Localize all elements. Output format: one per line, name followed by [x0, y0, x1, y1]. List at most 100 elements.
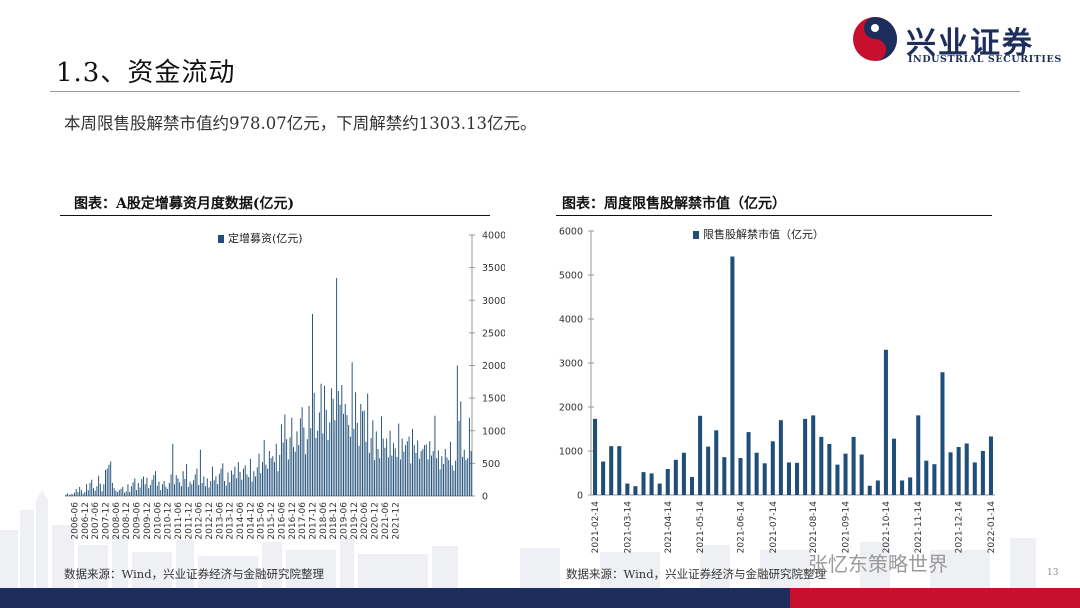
- bar: [241, 479, 243, 496]
- bar: [92, 488, 94, 496]
- x-tick-label: 2021-02-14: [591, 501, 601, 554]
- watermark-text: 张忆东策略世界: [808, 552, 948, 576]
- bar: [451, 465, 453, 496]
- bar: [286, 439, 288, 496]
- bar: [134, 478, 136, 496]
- bar: [453, 470, 455, 496]
- bar: [103, 484, 105, 496]
- bar: [803, 418, 808, 495]
- x-tick-label: 2006-12: [81, 502, 91, 540]
- x-tick-label: 2009-06: [133, 502, 143, 540]
- bar: [412, 428, 413, 496]
- y-tick-label: 1000: [559, 447, 583, 458]
- bar: [439, 469, 441, 496]
- bar: [972, 462, 977, 495]
- bar: [293, 447, 294, 496]
- bar: [211, 466, 213, 496]
- bar: [601, 461, 606, 495]
- bar: [230, 470, 232, 496]
- bar: [224, 480, 225, 496]
- bar: [160, 490, 162, 496]
- bar: [417, 440, 419, 496]
- x-tick-label: 2006-06: [70, 502, 80, 540]
- legend-swatch: [693, 231, 699, 239]
- x-tick-label: 2013-06: [215, 502, 225, 540]
- left-chart-source: 数据来源：Wind，兴业证券经济与金融研究院整理: [64, 567, 325, 581]
- x-tick-label: 2009-12: [143, 502, 153, 540]
- bar: [746, 432, 751, 495]
- bar: [449, 441, 451, 496]
- x-tick-label: 2015-06: [257, 502, 267, 540]
- bar: [248, 477, 250, 496]
- bar: [243, 468, 244, 496]
- bar: [424, 445, 426, 496]
- bar: [762, 463, 767, 495]
- bar: [227, 472, 229, 496]
- bar: [401, 438, 403, 496]
- bar: [722, 457, 727, 495]
- bar: [398, 423, 400, 496]
- bar: [396, 456, 398, 496]
- bar: [236, 478, 238, 496]
- bar: [368, 452, 370, 496]
- x-tick-label: 2019-12: [350, 502, 360, 540]
- bar: [186, 464, 188, 496]
- bar: [625, 483, 630, 495]
- bar: [136, 490, 138, 496]
- bar: [380, 416, 382, 496]
- bar: [362, 411, 363, 496]
- bar: [244, 465, 246, 496]
- bar: [379, 458, 381, 496]
- bar: [394, 448, 396, 496]
- bar: [360, 403, 362, 496]
- bar: [124, 492, 125, 496]
- bar: [318, 412, 320, 496]
- bar: [327, 439, 329, 496]
- bar: [633, 486, 638, 495]
- bar: [149, 484, 151, 496]
- bar: [460, 401, 462, 496]
- bar: [386, 438, 388, 496]
- x-tick-label: 2021-05-14: [696, 501, 706, 554]
- title-divider: [50, 91, 1020, 92]
- bar: [199, 449, 201, 496]
- bar: [274, 462, 276, 496]
- x-tick-label: 2018-06: [319, 502, 329, 540]
- footer-accent-bar: [790, 588, 1080, 608]
- legend-swatch: [218, 235, 224, 243]
- bar: [130, 486, 132, 496]
- x-tick-label: 2012-12: [205, 502, 215, 540]
- bar: [75, 488, 77, 496]
- bar: [287, 459, 289, 496]
- y-tick-label: 1500: [482, 394, 505, 405]
- bar: [108, 464, 110, 496]
- x-tick-label: 2021-10-14: [882, 501, 892, 554]
- bar: [277, 471, 279, 496]
- x-tick-label: 2020-12: [371, 502, 381, 540]
- bar: [859, 454, 864, 495]
- bar: [298, 445, 300, 496]
- bar: [98, 475, 100, 496]
- bar: [940, 372, 945, 495]
- x-tick-label: 2014-12: [246, 502, 256, 540]
- bar: [393, 443, 395, 496]
- x-tick-label: 2022-01-14: [987, 501, 997, 554]
- bar: [391, 455, 393, 496]
- x-tick-label: 2021-03-14: [623, 501, 633, 554]
- bar: [251, 481, 253, 496]
- company-logo: 兴业证券 INDUSTRIAL SECURITIES: [850, 14, 1070, 66]
- bar: [795, 462, 800, 495]
- right-chart-title-rule: [556, 215, 992, 216]
- bar: [867, 485, 872, 495]
- bar: [246, 474, 248, 496]
- bar: [72, 494, 74, 496]
- bar: [84, 492, 86, 496]
- bar: [436, 458, 438, 496]
- bar: [137, 482, 139, 496]
- bar: [156, 485, 158, 496]
- bar: [196, 468, 198, 496]
- bar: [77, 492, 79, 496]
- bar: [205, 486, 207, 496]
- bar: [127, 484, 129, 496]
